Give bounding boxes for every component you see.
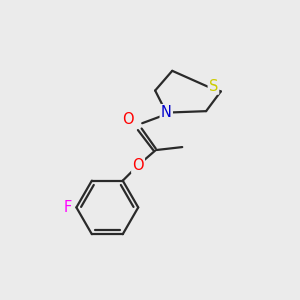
Text: N: N [161,105,172,120]
Text: O: O [122,112,134,127]
Text: F: F [64,200,72,215]
Text: O: O [132,158,144,173]
Text: S: S [209,79,218,94]
Text: N: N [161,105,172,120]
